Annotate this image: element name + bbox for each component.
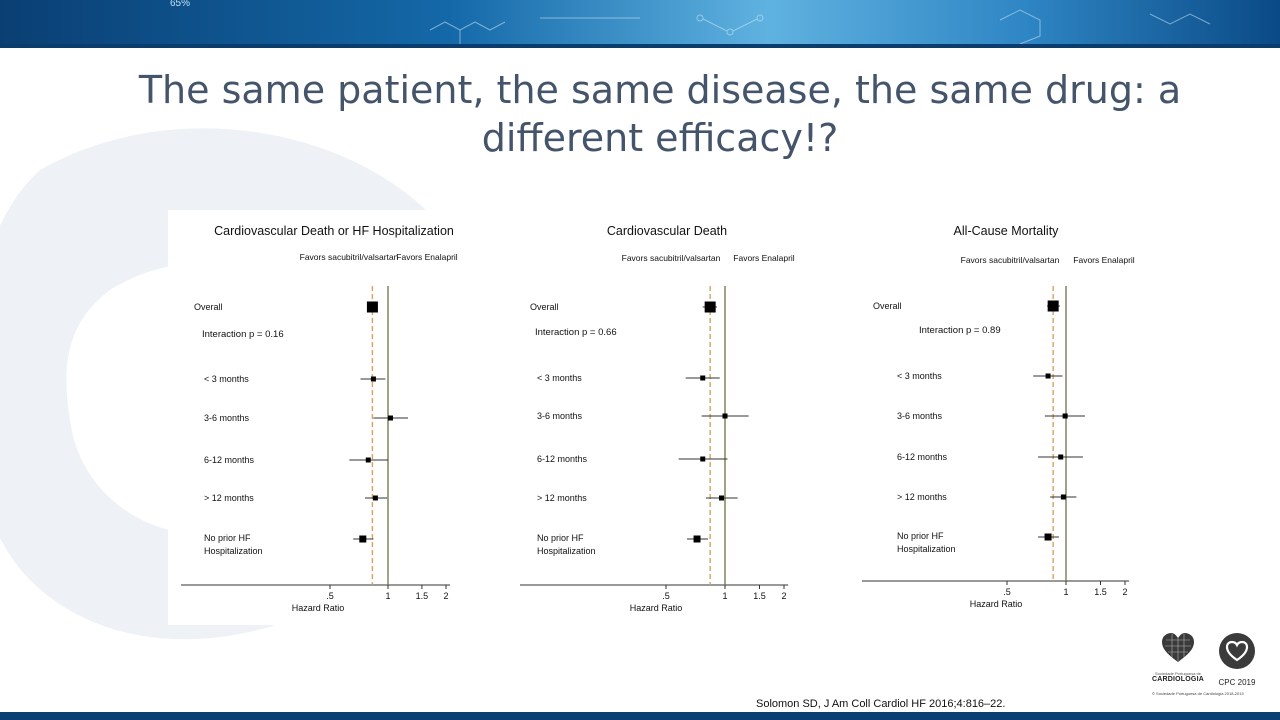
- x-tick-label: 2: [443, 591, 448, 601]
- subgroup-label: 6-12 months: [204, 455, 255, 465]
- hr-marker: [387, 415, 393, 421]
- x-axis-label: Hazard Ratio: [970, 599, 1023, 609]
- citation: Solomon SD, J Am Coll Cardiol HF 2016;4:…: [756, 698, 1006, 710]
- hr-marker: [693, 535, 701, 543]
- footer-bar: [0, 712, 1280, 720]
- subgroup-label: > 12 months: [204, 493, 254, 503]
- x-tick-label: .5: [1003, 587, 1011, 597]
- subgroup-label: > 12 months: [537, 493, 587, 503]
- panel-title: Cardiovascular Death: [607, 224, 727, 238]
- panel-title: Cardiovascular Death or HF Hospitalizati…: [214, 224, 454, 238]
- hr-marker: [359, 535, 367, 543]
- subgroup-label: Hospitalization: [537, 546, 596, 556]
- figure-background: [168, 210, 1148, 625]
- hr-marker: [1058, 454, 1064, 460]
- x-tick-label: .5: [326, 591, 334, 601]
- subgroup-label: < 3 months: [204, 374, 249, 384]
- congress-logo: CPC 2019: [1212, 632, 1262, 692]
- x-axis-label: Hazard Ratio: [630, 603, 683, 613]
- x-tick-label: 1: [722, 591, 727, 601]
- banner-stripe: [0, 44, 1280, 48]
- subgroup-label: Hospitalization: [204, 546, 263, 556]
- slide-title-line-1: The same patient, the same disease, the …: [138, 68, 1182, 112]
- congress-name-label: CPC 2019: [1218, 678, 1256, 687]
- hr-marker: [719, 495, 725, 501]
- society-small-label: Sociedade Portuguesa de: [1154, 671, 1202, 676]
- interaction-label: Interaction p = 0.66: [535, 327, 617, 338]
- hr-marker: [1062, 413, 1068, 419]
- slide-title-line-2: different efficacy!?: [481, 116, 839, 160]
- hr-marker: [366, 301, 378, 313]
- society-name-label: CARDIOLOGIA: [1152, 676, 1204, 683]
- molecule-decoration: 65%: [170, 0, 1211, 45]
- forest-panel-1: Cardiovascular Death or HF Hospitalizati…: [181, 224, 458, 613]
- subgroup-label: < 3 months: [897, 371, 942, 381]
- heart-map-icon: [1162, 633, 1194, 662]
- subgroup-label: 6-12 months: [537, 454, 588, 464]
- interaction-label: Interaction p = 0.89: [919, 325, 1001, 336]
- subgroup-label: No prior HF: [897, 531, 944, 541]
- subgroup-label: < 3 months: [537, 373, 582, 383]
- hr-marker: [1060, 494, 1066, 500]
- hr-marker: [700, 456, 706, 462]
- x-tick-label: .5: [662, 591, 670, 601]
- subgroup-label: > 12 months: [897, 492, 947, 502]
- forest-panel-2: Cardiovascular Death Favors sacubitril/va…: [520, 224, 795, 613]
- congress-heart-icon: [1219, 633, 1255, 669]
- favors-right-label: Favors Enalapril: [1073, 255, 1135, 265]
- hr-marker: [1047, 300, 1059, 312]
- overall-label: Overall: [194, 302, 223, 312]
- hr-marker: [700, 375, 706, 381]
- header-banner: 65%: [0, 0, 1280, 48]
- x-tick-label: 1: [1063, 587, 1068, 597]
- favors-right-label: Favors Enalapril: [396, 252, 458, 262]
- subgroup-label: 3-6 months: [537, 411, 583, 421]
- x-tick-label: 1.5: [1094, 587, 1107, 597]
- society-copyright: © Sociedade Portuguesa de Cardiologia 20…: [1152, 691, 1244, 696]
- x-tick-label: 1: [385, 591, 390, 601]
- interaction-label: Interaction p = 0.16: [202, 329, 284, 340]
- x-tick-label: 2: [1122, 587, 1127, 597]
- subgroup-label: Hospitalization: [897, 544, 956, 554]
- x-tick-label: 1.5: [753, 591, 766, 601]
- favors-left-label: Favors sacubitril/valsartan: [300, 252, 399, 262]
- x-tick-label: 2: [781, 591, 786, 601]
- hr-marker: [1044, 533, 1052, 541]
- hr-marker: [1045, 373, 1051, 379]
- hr-marker: [370, 376, 376, 382]
- subgroup-label: No prior HF: [204, 533, 251, 543]
- favors-left-label: Favors sacubitril/valsartan: [961, 255, 1060, 265]
- overall-label: Overall: [530, 302, 559, 312]
- subgroup-label: 6-12 months: [897, 452, 948, 462]
- overall-label: Overall: [873, 301, 902, 311]
- society-logo: Sociedade Portuguesa de CARDIOLOGIA: [1148, 632, 1208, 692]
- hr-marker: [722, 413, 728, 419]
- subgroup-label: 3-6 months: [897, 411, 943, 421]
- panel-title: All-Cause Mortality: [954, 224, 1060, 238]
- x-axis-label: Hazard Ratio: [292, 603, 345, 613]
- favors-right-label: Favors Enalapril: [733, 253, 795, 263]
- hr-marker: [704, 301, 716, 313]
- favors-left-label: Favors sacubitril/valsartan: [622, 253, 721, 263]
- x-tick-label: 1.5: [416, 591, 429, 601]
- forest-panel-3: All-Cause Mortality Favors sacubitril/val…: [862, 224, 1135, 609]
- subgroup-label: 3-6 months: [204, 413, 250, 423]
- hr-marker: [365, 457, 371, 463]
- slide-title: The same patient, the same disease, the …: [100, 66, 1220, 162]
- hr-marker: [372, 495, 378, 501]
- subgroup-label: No prior HF: [537, 533, 584, 543]
- banner-small-text: 65%: [170, 0, 190, 9]
